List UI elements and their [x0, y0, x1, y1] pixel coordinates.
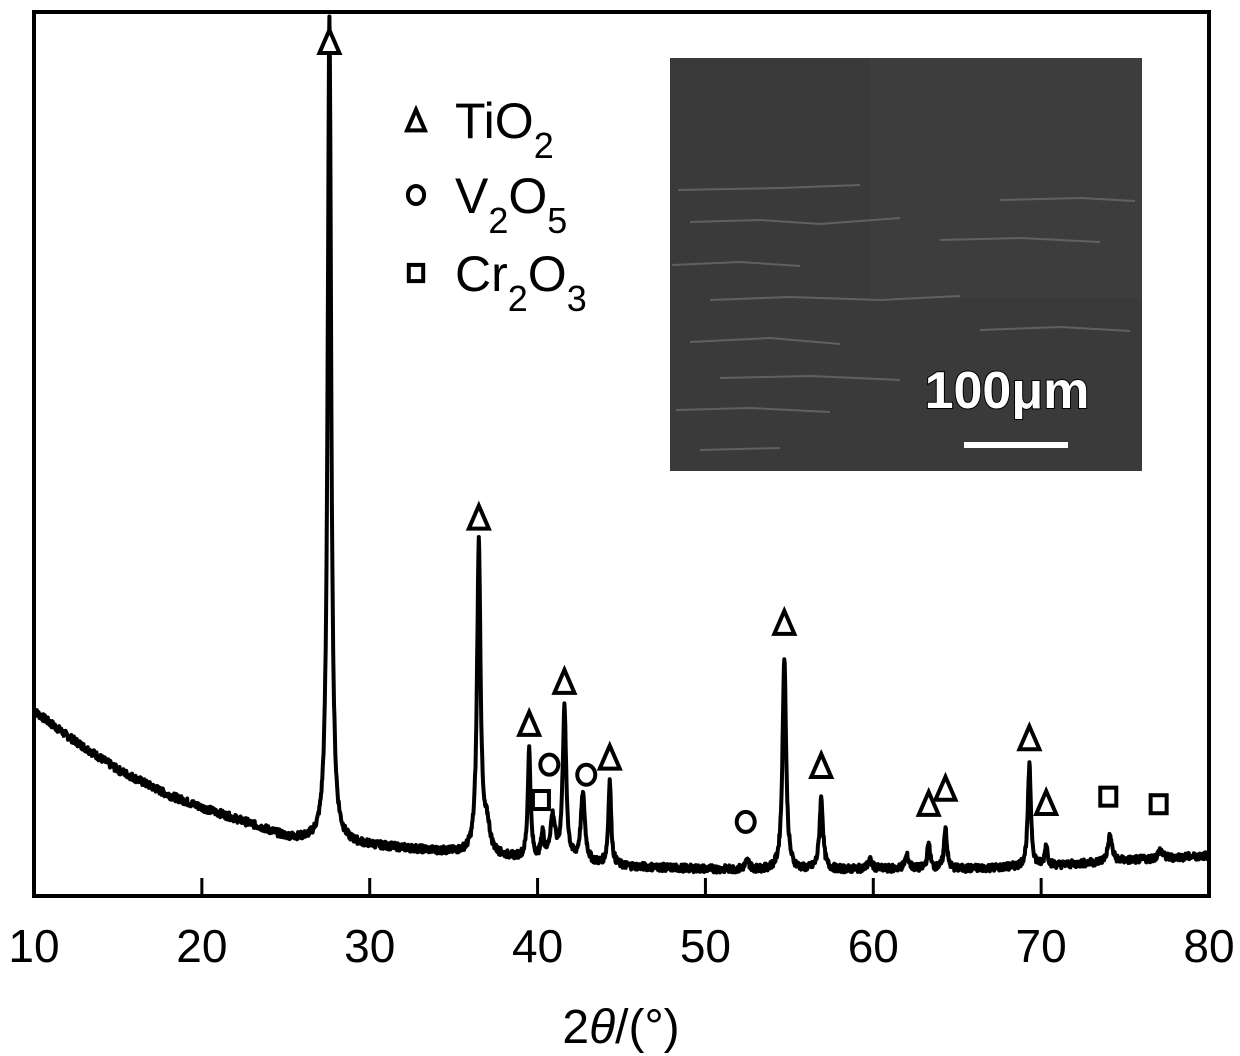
- x-tick-label: 50: [680, 920, 731, 972]
- legend-triangle-icon: [403, 104, 429, 133]
- x-axis-title: 2θ/(°): [562, 1001, 679, 1054]
- legend-label: V2O5: [455, 168, 567, 241]
- triangle-marker: [465, 500, 492, 531]
- sem-inset: 100μm: [670, 58, 1142, 471]
- x-tick-label: 20: [176, 920, 227, 972]
- x-tick-label: 60: [848, 920, 899, 972]
- x-axis-ticks: 10 20 30 40 50 60 70 80: [8, 878, 1235, 972]
- x-tick-label: 70: [1016, 920, 1067, 972]
- triangle-marker: [596, 740, 623, 771]
- triangle-marker: [551, 664, 578, 695]
- xrd-pattern-line: [32, 14, 1211, 875]
- square-marker: [530, 789, 551, 812]
- circle-marker: [734, 809, 757, 834]
- scale-bar: [964, 442, 1068, 448]
- x-tick-label: 40: [512, 920, 563, 972]
- triangle-marker: [932, 771, 959, 802]
- triangle-marker: [1016, 721, 1043, 752]
- plot-frame: [32, 10, 1211, 898]
- legend-label: TiO2: [455, 93, 554, 166]
- circle-marker: [538, 752, 561, 777]
- triangle-marker: [771, 605, 798, 636]
- triangle-marker: [1033, 786, 1060, 817]
- triangle-marker: [516, 706, 543, 737]
- x-tick-label: 30: [344, 920, 395, 972]
- circle-marker: [575, 762, 598, 787]
- triangle-marker: [808, 748, 835, 780]
- triangle-marker: [316, 24, 343, 55]
- scale-bar-label: 100μm: [925, 362, 1090, 420]
- legend-circle-icon: [405, 184, 427, 206]
- legend-label: Cr2O3: [455, 246, 587, 319]
- triangle-marker: [915, 786, 942, 817]
- square-marker: [1148, 793, 1169, 816]
- legend-square-icon: [406, 262, 426, 284]
- x-tick-label: 80: [1183, 920, 1234, 972]
- peak-markers: [316, 24, 1169, 834]
- square-marker: [1098, 785, 1119, 808]
- x-tick-label: 10: [8, 920, 59, 972]
